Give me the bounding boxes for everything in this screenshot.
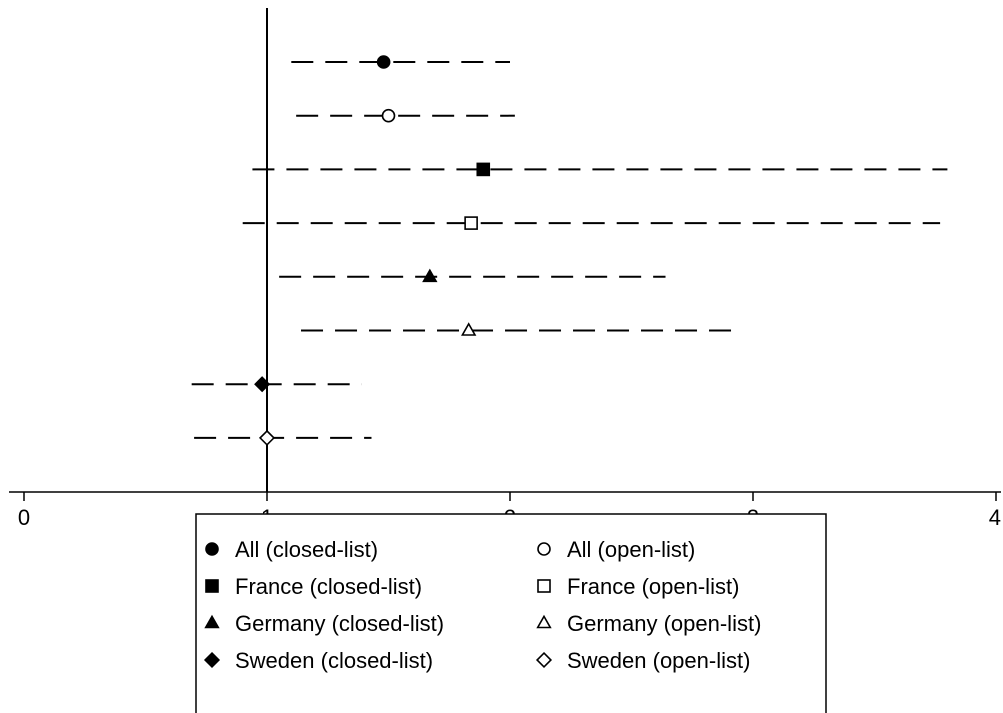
legend-entry-7: Sweden (closed-list): [235, 648, 433, 673]
legend-marker-6: [536, 614, 552, 629]
plot-area: [191, 8, 948, 492]
legend-entry-1: All (closed-list): [235, 537, 378, 562]
point-estimate-7: [254, 376, 271, 393]
legend-marker-5: [204, 614, 220, 629]
point-estimate-1: [376, 55, 391, 69]
legend-entry-6: Germany (open-list): [567, 611, 761, 636]
legend: All (closed-list) All (open-list) France (…: [195, 513, 827, 713]
legend-entry-8: Sweden (open-list): [567, 648, 750, 673]
legend-box: [195, 513, 827, 713]
legend-marker-4: [537, 579, 551, 593]
legend-marker-8: [535, 651, 553, 669]
legend-marker-3: [205, 579, 219, 593]
x-tick-label-0: 0: [18, 505, 30, 530]
point-estimate-8: [258, 429, 276, 446]
legend-entry-5: Germany (closed-list): [235, 611, 444, 636]
point-estimate-4: [464, 216, 478, 230]
legend-marker-2: [537, 542, 551, 556]
x-tick-label-4: 4: [989, 505, 1001, 530]
legend-entry-2: All (open-list): [567, 537, 695, 562]
point-estimate-5: [422, 268, 438, 283]
legend-entry-3: France (closed-list): [235, 574, 422, 599]
legend-entry-4: France (open-list): [567, 574, 739, 599]
point-estimate-2: [381, 108, 396, 123]
point-estimate-3: [476, 162, 491, 177]
point-estimate-6: [461, 322, 477, 336]
legend-marker-7: [203, 651, 221, 669]
legend-marker-1: [205, 542, 219, 556]
